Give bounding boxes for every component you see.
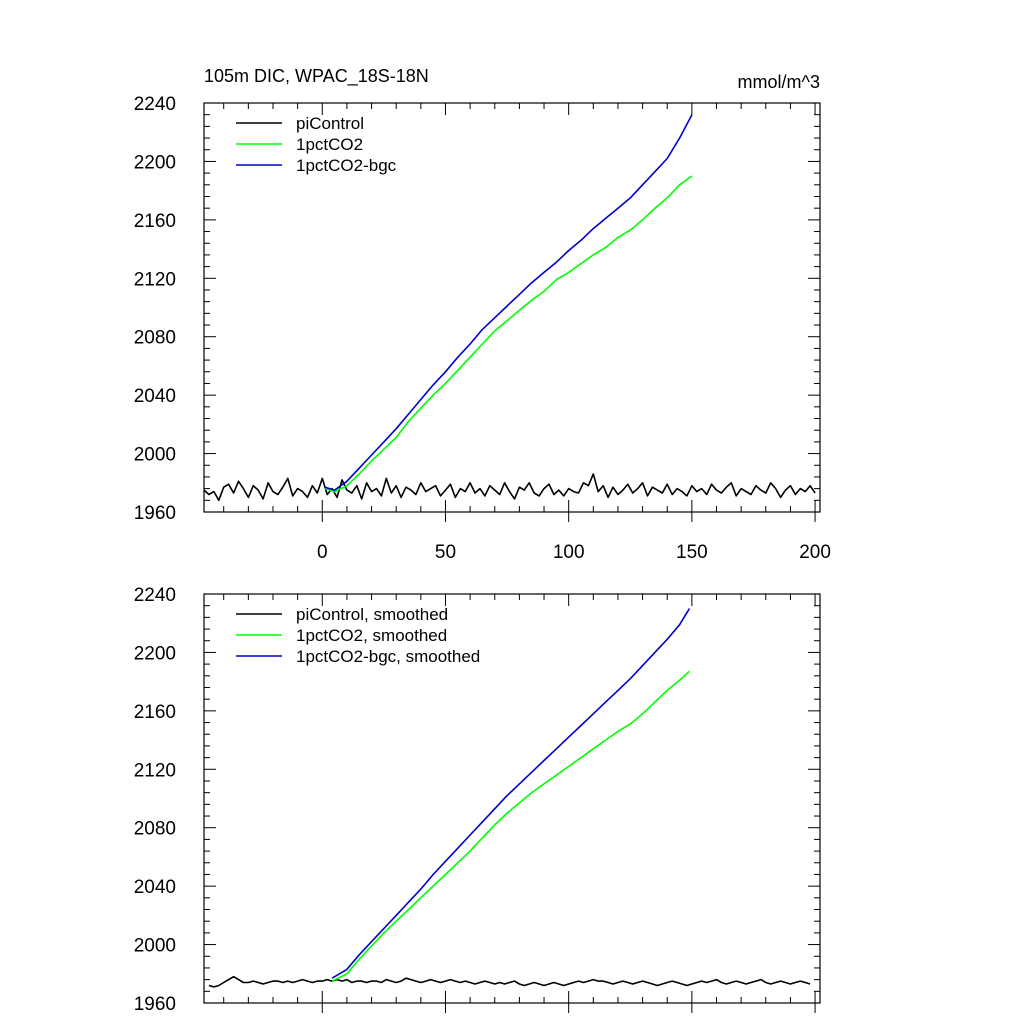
y-tick-label: 2160 — [134, 702, 176, 723]
series-line — [203, 473, 816, 502]
x-tick-label: 50 — [435, 542, 456, 563]
y-tick-label: 1960 — [134, 503, 176, 524]
x-tick-label: 0 — [317, 542, 328, 563]
legend-label: 1pctCO2 — [296, 135, 363, 154]
y-tick-label: 1960 — [134, 994, 176, 1015]
legend-label: piControl, smoothed — [296, 605, 448, 624]
plot-frame — [203, 102, 821, 513]
y-tick-label: 2240 — [134, 585, 176, 606]
y-tick-label: 2120 — [134, 760, 176, 781]
y-tick-label: 2200 — [134, 643, 176, 664]
x-tick-label: 200 — [799, 542, 831, 563]
series-line — [324, 114, 693, 491]
y-tick-label: 2040 — [134, 386, 176, 407]
legend-label: 1pctCO2-bgc, smoothed — [296, 647, 480, 666]
series-line — [324, 175, 693, 493]
y-tick-label: 2040 — [134, 877, 176, 898]
panel-raw: 1960 2000 2040 2080 2120 2160 2200 2240 0 50 100 15… — [134, 94, 831, 563]
legend-label: piControl — [296, 114, 364, 133]
y-tick-label: 2000 — [134, 445, 176, 466]
y-tick-label: 2240 — [134, 94, 176, 115]
y-tick-label: 2080 — [134, 328, 176, 349]
units-label: mmol/m^3 — [738, 72, 820, 92]
chart-title: 105m DIC, WPAC_18S-18N — [204, 66, 429, 87]
series-line — [331, 670, 690, 982]
legend-label: 1pctCO2-bgc — [296, 156, 397, 175]
series-line — [208, 975, 811, 988]
legend-label: 1pctCO2, smoothed — [296, 626, 447, 645]
y-tick-label: 2200 — [134, 152, 176, 173]
y-tick-label: 2000 — [134, 936, 176, 957]
y-tick-label: 2120 — [134, 269, 176, 290]
x-tick-label: 100 — [553, 542, 585, 563]
panel-smoothed: 1960 2000 2040 2080 2120 2160 2200 2240 piContro… — [134, 585, 821, 1015]
y-tick-label: 2080 — [134, 819, 176, 840]
x-tick-label: 150 — [676, 542, 708, 563]
series-line — [331, 608, 691, 979]
y-tick-label: 2160 — [134, 211, 176, 232]
plot-frame — [203, 593, 821, 1004]
